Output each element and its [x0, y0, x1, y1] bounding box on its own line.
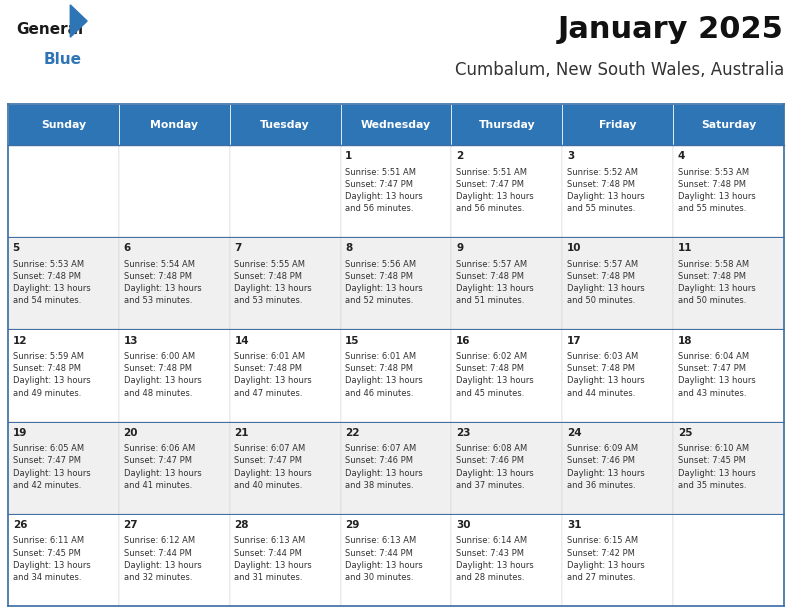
Text: 23: 23 — [456, 428, 470, 438]
Text: Blue: Blue — [44, 51, 82, 67]
Text: 10: 10 — [567, 244, 581, 253]
Text: Sunrise: 6:11 AM
Sunset: 7:45 PM
Daylight: 13 hours
and 34 minutes.: Sunrise: 6:11 AM Sunset: 7:45 PM Dayligh… — [13, 536, 90, 582]
Text: 15: 15 — [345, 335, 360, 346]
Text: 3: 3 — [567, 151, 574, 162]
Text: Saturday: Saturday — [701, 119, 756, 130]
Text: 13: 13 — [124, 335, 138, 346]
Text: Sunrise: 6:13 AM
Sunset: 7:44 PM
Daylight: 13 hours
and 30 minutes.: Sunrise: 6:13 AM Sunset: 7:44 PM Dayligh… — [345, 536, 423, 582]
Polygon shape — [70, 5, 87, 37]
Text: Sunrise: 5:54 AM
Sunset: 7:48 PM
Daylight: 13 hours
and 53 minutes.: Sunrise: 5:54 AM Sunset: 7:48 PM Dayligh… — [124, 260, 201, 305]
Text: Sunrise: 5:55 AM
Sunset: 7:48 PM
Daylight: 13 hours
and 53 minutes.: Sunrise: 5:55 AM Sunset: 7:48 PM Dayligh… — [234, 260, 312, 305]
Text: 2: 2 — [456, 151, 463, 162]
Text: Sunrise: 5:59 AM
Sunset: 7:48 PM
Daylight: 13 hours
and 49 minutes.: Sunrise: 5:59 AM Sunset: 7:48 PM Dayligh… — [13, 352, 90, 398]
Text: 1: 1 — [345, 151, 352, 162]
Text: 25: 25 — [678, 428, 692, 438]
Text: Sunrise: 5:56 AM
Sunset: 7:48 PM
Daylight: 13 hours
and 52 minutes.: Sunrise: 5:56 AM Sunset: 7:48 PM Dayligh… — [345, 260, 423, 305]
Text: 31: 31 — [567, 520, 581, 530]
Text: Sunrise: 6:00 AM
Sunset: 7:48 PM
Daylight: 13 hours
and 48 minutes.: Sunrise: 6:00 AM Sunset: 7:48 PM Dayligh… — [124, 352, 201, 398]
Text: Thursday: Thursday — [478, 119, 535, 130]
Text: Sunrise: 6:01 AM
Sunset: 7:48 PM
Daylight: 13 hours
and 47 minutes.: Sunrise: 6:01 AM Sunset: 7:48 PM Dayligh… — [234, 352, 312, 398]
Text: Sunrise: 6:12 AM
Sunset: 7:44 PM
Daylight: 13 hours
and 32 minutes.: Sunrise: 6:12 AM Sunset: 7:44 PM Dayligh… — [124, 536, 201, 582]
Text: Sunrise: 6:01 AM
Sunset: 7:48 PM
Daylight: 13 hours
and 46 minutes.: Sunrise: 6:01 AM Sunset: 7:48 PM Dayligh… — [345, 352, 423, 398]
Text: Sunday: Sunday — [41, 119, 86, 130]
Text: 20: 20 — [124, 428, 138, 438]
Text: Sunrise: 6:07 AM
Sunset: 7:46 PM
Daylight: 13 hours
and 38 minutes.: Sunrise: 6:07 AM Sunset: 7:46 PM Dayligh… — [345, 444, 423, 490]
Text: 11: 11 — [678, 244, 692, 253]
Text: Sunrise: 6:10 AM
Sunset: 7:45 PM
Daylight: 13 hours
and 35 minutes.: Sunrise: 6:10 AM Sunset: 7:45 PM Dayligh… — [678, 444, 756, 490]
Text: General: General — [16, 22, 83, 37]
Text: 29: 29 — [345, 520, 360, 530]
Text: Sunrise: 6:02 AM
Sunset: 7:48 PM
Daylight: 13 hours
and 45 minutes.: Sunrise: 6:02 AM Sunset: 7:48 PM Dayligh… — [456, 352, 534, 398]
Text: 19: 19 — [13, 428, 27, 438]
Text: Sunrise: 5:53 AM
Sunset: 7:48 PM
Daylight: 13 hours
and 54 minutes.: Sunrise: 5:53 AM Sunset: 7:48 PM Dayligh… — [13, 260, 90, 305]
Text: 4: 4 — [678, 151, 685, 162]
Text: 27: 27 — [124, 520, 138, 530]
Text: Sunrise: 6:14 AM
Sunset: 7:43 PM
Daylight: 13 hours
and 28 minutes.: Sunrise: 6:14 AM Sunset: 7:43 PM Dayligh… — [456, 536, 534, 582]
Text: 12: 12 — [13, 335, 27, 346]
Text: Sunrise: 5:53 AM
Sunset: 7:48 PM
Daylight: 13 hours
and 55 minutes.: Sunrise: 5:53 AM Sunset: 7:48 PM Dayligh… — [678, 168, 756, 214]
Text: Sunrise: 6:09 AM
Sunset: 7:46 PM
Daylight: 13 hours
and 36 minutes.: Sunrise: 6:09 AM Sunset: 7:46 PM Dayligh… — [567, 444, 645, 490]
Text: 24: 24 — [567, 428, 581, 438]
Text: Sunrise: 5:57 AM
Sunset: 7:48 PM
Daylight: 13 hours
and 51 minutes.: Sunrise: 5:57 AM Sunset: 7:48 PM Dayligh… — [456, 260, 534, 305]
Text: Tuesday: Tuesday — [261, 119, 310, 130]
Text: Sunrise: 5:51 AM
Sunset: 7:47 PM
Daylight: 13 hours
and 56 minutes.: Sunrise: 5:51 AM Sunset: 7:47 PM Dayligh… — [456, 168, 534, 214]
Text: 26: 26 — [13, 520, 27, 530]
Text: Sunrise: 6:03 AM
Sunset: 7:48 PM
Daylight: 13 hours
and 44 minutes.: Sunrise: 6:03 AM Sunset: 7:48 PM Dayligh… — [567, 352, 645, 398]
Text: Cumbalum, New South Wales, Australia: Cumbalum, New South Wales, Australia — [455, 61, 784, 79]
Text: Sunrise: 6:13 AM
Sunset: 7:44 PM
Daylight: 13 hours
and 31 minutes.: Sunrise: 6:13 AM Sunset: 7:44 PM Dayligh… — [234, 536, 312, 582]
Text: Sunrise: 6:06 AM
Sunset: 7:47 PM
Daylight: 13 hours
and 41 minutes.: Sunrise: 6:06 AM Sunset: 7:47 PM Dayligh… — [124, 444, 201, 490]
Text: 17: 17 — [567, 335, 581, 346]
Text: Monday: Monday — [150, 119, 198, 130]
Text: Sunrise: 6:07 AM
Sunset: 7:47 PM
Daylight: 13 hours
and 40 minutes.: Sunrise: 6:07 AM Sunset: 7:47 PM Dayligh… — [234, 444, 312, 490]
Text: 8: 8 — [345, 244, 352, 253]
Text: 28: 28 — [234, 520, 249, 530]
Text: Sunrise: 5:51 AM
Sunset: 7:47 PM
Daylight: 13 hours
and 56 minutes.: Sunrise: 5:51 AM Sunset: 7:47 PM Dayligh… — [345, 168, 423, 214]
Text: 9: 9 — [456, 244, 463, 253]
Text: Sunrise: 5:52 AM
Sunset: 7:48 PM
Daylight: 13 hours
and 55 minutes.: Sunrise: 5:52 AM Sunset: 7:48 PM Dayligh… — [567, 168, 645, 214]
Text: 21: 21 — [234, 428, 249, 438]
Text: 30: 30 — [456, 520, 470, 530]
Text: 5: 5 — [13, 244, 20, 253]
Text: Sunrise: 6:04 AM
Sunset: 7:47 PM
Daylight: 13 hours
and 43 minutes.: Sunrise: 6:04 AM Sunset: 7:47 PM Dayligh… — [678, 352, 756, 398]
Text: 22: 22 — [345, 428, 360, 438]
Text: January 2025: January 2025 — [558, 15, 784, 43]
Text: Sunrise: 6:05 AM
Sunset: 7:47 PM
Daylight: 13 hours
and 42 minutes.: Sunrise: 6:05 AM Sunset: 7:47 PM Dayligh… — [13, 444, 90, 490]
Text: Sunrise: 6:15 AM
Sunset: 7:42 PM
Daylight: 13 hours
and 27 minutes.: Sunrise: 6:15 AM Sunset: 7:42 PM Dayligh… — [567, 536, 645, 582]
Text: Sunrise: 6:08 AM
Sunset: 7:46 PM
Daylight: 13 hours
and 37 minutes.: Sunrise: 6:08 AM Sunset: 7:46 PM Dayligh… — [456, 444, 534, 490]
Text: 16: 16 — [456, 335, 470, 346]
Text: Wednesday: Wednesday — [361, 119, 431, 130]
Text: 6: 6 — [124, 244, 131, 253]
Text: Sunrise: 5:58 AM
Sunset: 7:48 PM
Daylight: 13 hours
and 50 minutes.: Sunrise: 5:58 AM Sunset: 7:48 PM Dayligh… — [678, 260, 756, 305]
Text: Friday: Friday — [599, 119, 637, 130]
Text: 14: 14 — [234, 335, 249, 346]
Text: 7: 7 — [234, 244, 242, 253]
Text: Sunrise: 5:57 AM
Sunset: 7:48 PM
Daylight: 13 hours
and 50 minutes.: Sunrise: 5:57 AM Sunset: 7:48 PM Dayligh… — [567, 260, 645, 305]
Text: 18: 18 — [678, 335, 692, 346]
